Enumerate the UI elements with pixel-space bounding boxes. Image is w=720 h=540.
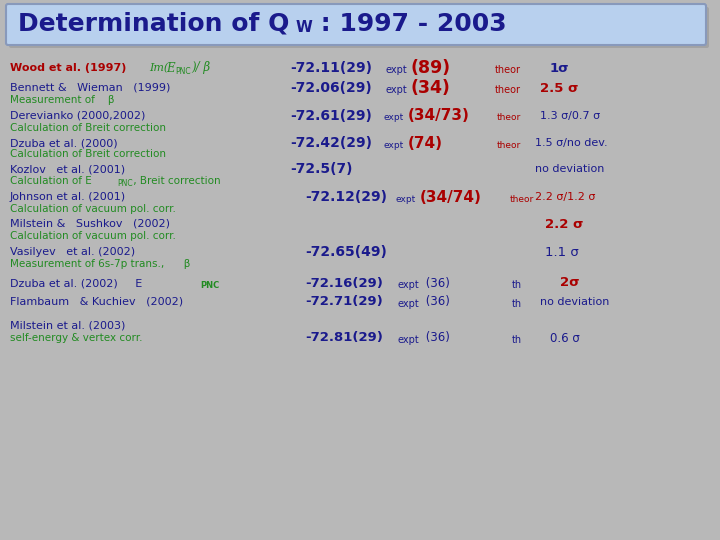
Text: expt: expt (385, 85, 407, 95)
Text: 0.6 σ: 0.6 σ (550, 332, 580, 345)
Text: theor: theor (497, 140, 521, 150)
Text: Wood et al. (1997): Wood et al. (1997) (10, 63, 127, 73)
Text: self-energy & vertex corr.: self-energy & vertex corr. (10, 333, 143, 343)
Text: -72.12(29): -72.12(29) (305, 190, 387, 204)
Text: th: th (512, 280, 522, 290)
Text: Milstein &   Sushkov   (2002): Milstein & Sushkov (2002) (10, 219, 170, 229)
Text: -72.65(49): -72.65(49) (305, 245, 387, 259)
Text: PNC: PNC (200, 281, 220, 291)
Text: Flambaum   & Kuchiev   (2002): Flambaum & Kuchiev (2002) (10, 297, 183, 307)
Text: Measurement of    β: Measurement of β (10, 95, 114, 105)
Text: W: W (296, 21, 313, 36)
Text: theor: theor (495, 85, 521, 95)
FancyBboxPatch shape (9, 7, 709, 48)
Text: 2σ: 2σ (560, 276, 580, 289)
Text: theor: theor (497, 113, 521, 123)
Text: : 1997 - 2003: : 1997 - 2003 (312, 12, 507, 36)
Text: th: th (512, 299, 522, 309)
Text: -72.11(29): -72.11(29) (290, 61, 372, 75)
Text: expt: expt (397, 280, 419, 290)
Text: (89): (89) (410, 59, 450, 77)
Text: (74): (74) (408, 136, 443, 151)
Text: Kozlov   et al. (2001): Kozlov et al. (2001) (10, 164, 125, 174)
Text: Dzuba et al. (2000): Dzuba et al. (2000) (10, 138, 117, 148)
Text: Measurement of 6s-7p trans.,      β: Measurement of 6s-7p trans., β (10, 259, 190, 269)
Text: Johnson et al. (2001): Johnson et al. (2001) (10, 192, 126, 202)
Text: 1.1 σ: 1.1 σ (545, 246, 579, 259)
Text: -72.81(29): -72.81(29) (305, 332, 383, 345)
Text: Dzuba et al. (2002)     E: Dzuba et al. (2002) E (10, 278, 143, 288)
Text: , Breit correction: , Breit correction (130, 176, 220, 186)
Text: (34): (34) (410, 79, 450, 97)
FancyBboxPatch shape (6, 4, 706, 45)
Text: Calculation of vacuum pol. corr.: Calculation of vacuum pol. corr. (10, 204, 176, 214)
Text: E: E (166, 62, 175, 75)
Text: 2.5 σ: 2.5 σ (540, 82, 578, 94)
Text: -72.42(29): -72.42(29) (290, 136, 372, 150)
Text: )/ β: )/ β (191, 62, 210, 75)
Text: Derevianko (2000,2002): Derevianko (2000,2002) (10, 111, 145, 121)
Text: 1.3 σ/0.7 σ: 1.3 σ/0.7 σ (540, 111, 600, 121)
Text: 2.2 σ/1.2 σ: 2.2 σ/1.2 σ (535, 192, 595, 202)
Text: no deviation: no deviation (540, 297, 609, 307)
Text: expt: expt (397, 335, 419, 345)
Text: theor: theor (495, 65, 521, 75)
Text: -72.61(29): -72.61(29) (290, 109, 372, 123)
Text: Calculation of Breit correction: Calculation of Breit correction (10, 149, 166, 159)
Text: Determination of Q: Determination of Q (18, 12, 289, 36)
Text: th: th (512, 335, 522, 345)
Text: (36): (36) (422, 276, 450, 289)
Text: Milstein et al. (2003): Milstein et al. (2003) (10, 320, 125, 330)
Text: 1.5 σ/no dev.: 1.5 σ/no dev. (535, 138, 608, 148)
Text: -72.06(29): -72.06(29) (290, 81, 372, 95)
Text: Bennett &   Wieman   (1999): Bennett & Wieman (1999) (10, 83, 171, 93)
Text: expt: expt (383, 113, 403, 123)
Text: Calculation of E: Calculation of E (10, 176, 91, 186)
Text: PNC: PNC (117, 179, 132, 188)
Text: Vasilyev   et al. (2002): Vasilyev et al. (2002) (10, 247, 135, 257)
Text: no deviation: no deviation (535, 164, 604, 174)
Text: (36): (36) (422, 332, 450, 345)
Text: (36): (36) (422, 295, 450, 308)
Text: theor: theor (510, 194, 534, 204)
Text: -72.16(29): -72.16(29) (305, 276, 383, 289)
Text: -72.5(7): -72.5(7) (290, 162, 353, 176)
Text: expt: expt (397, 299, 419, 309)
Text: (34/73): (34/73) (408, 109, 470, 124)
Text: 2.2 σ: 2.2 σ (545, 218, 583, 231)
Text: Calculation of vacuum pol. corr.: Calculation of vacuum pol. corr. (10, 231, 176, 241)
Text: 1σ: 1σ (550, 62, 570, 75)
Text: expt: expt (383, 140, 403, 150)
Text: -72.71(29): -72.71(29) (305, 295, 383, 308)
Text: expt: expt (395, 194, 415, 204)
Text: PNC: PNC (175, 66, 191, 76)
Text: (34/74): (34/74) (420, 190, 482, 205)
Text: Calculation of Breit correction: Calculation of Breit correction (10, 123, 166, 133)
Text: Im(: Im( (149, 63, 168, 73)
Text: expt: expt (385, 65, 407, 75)
